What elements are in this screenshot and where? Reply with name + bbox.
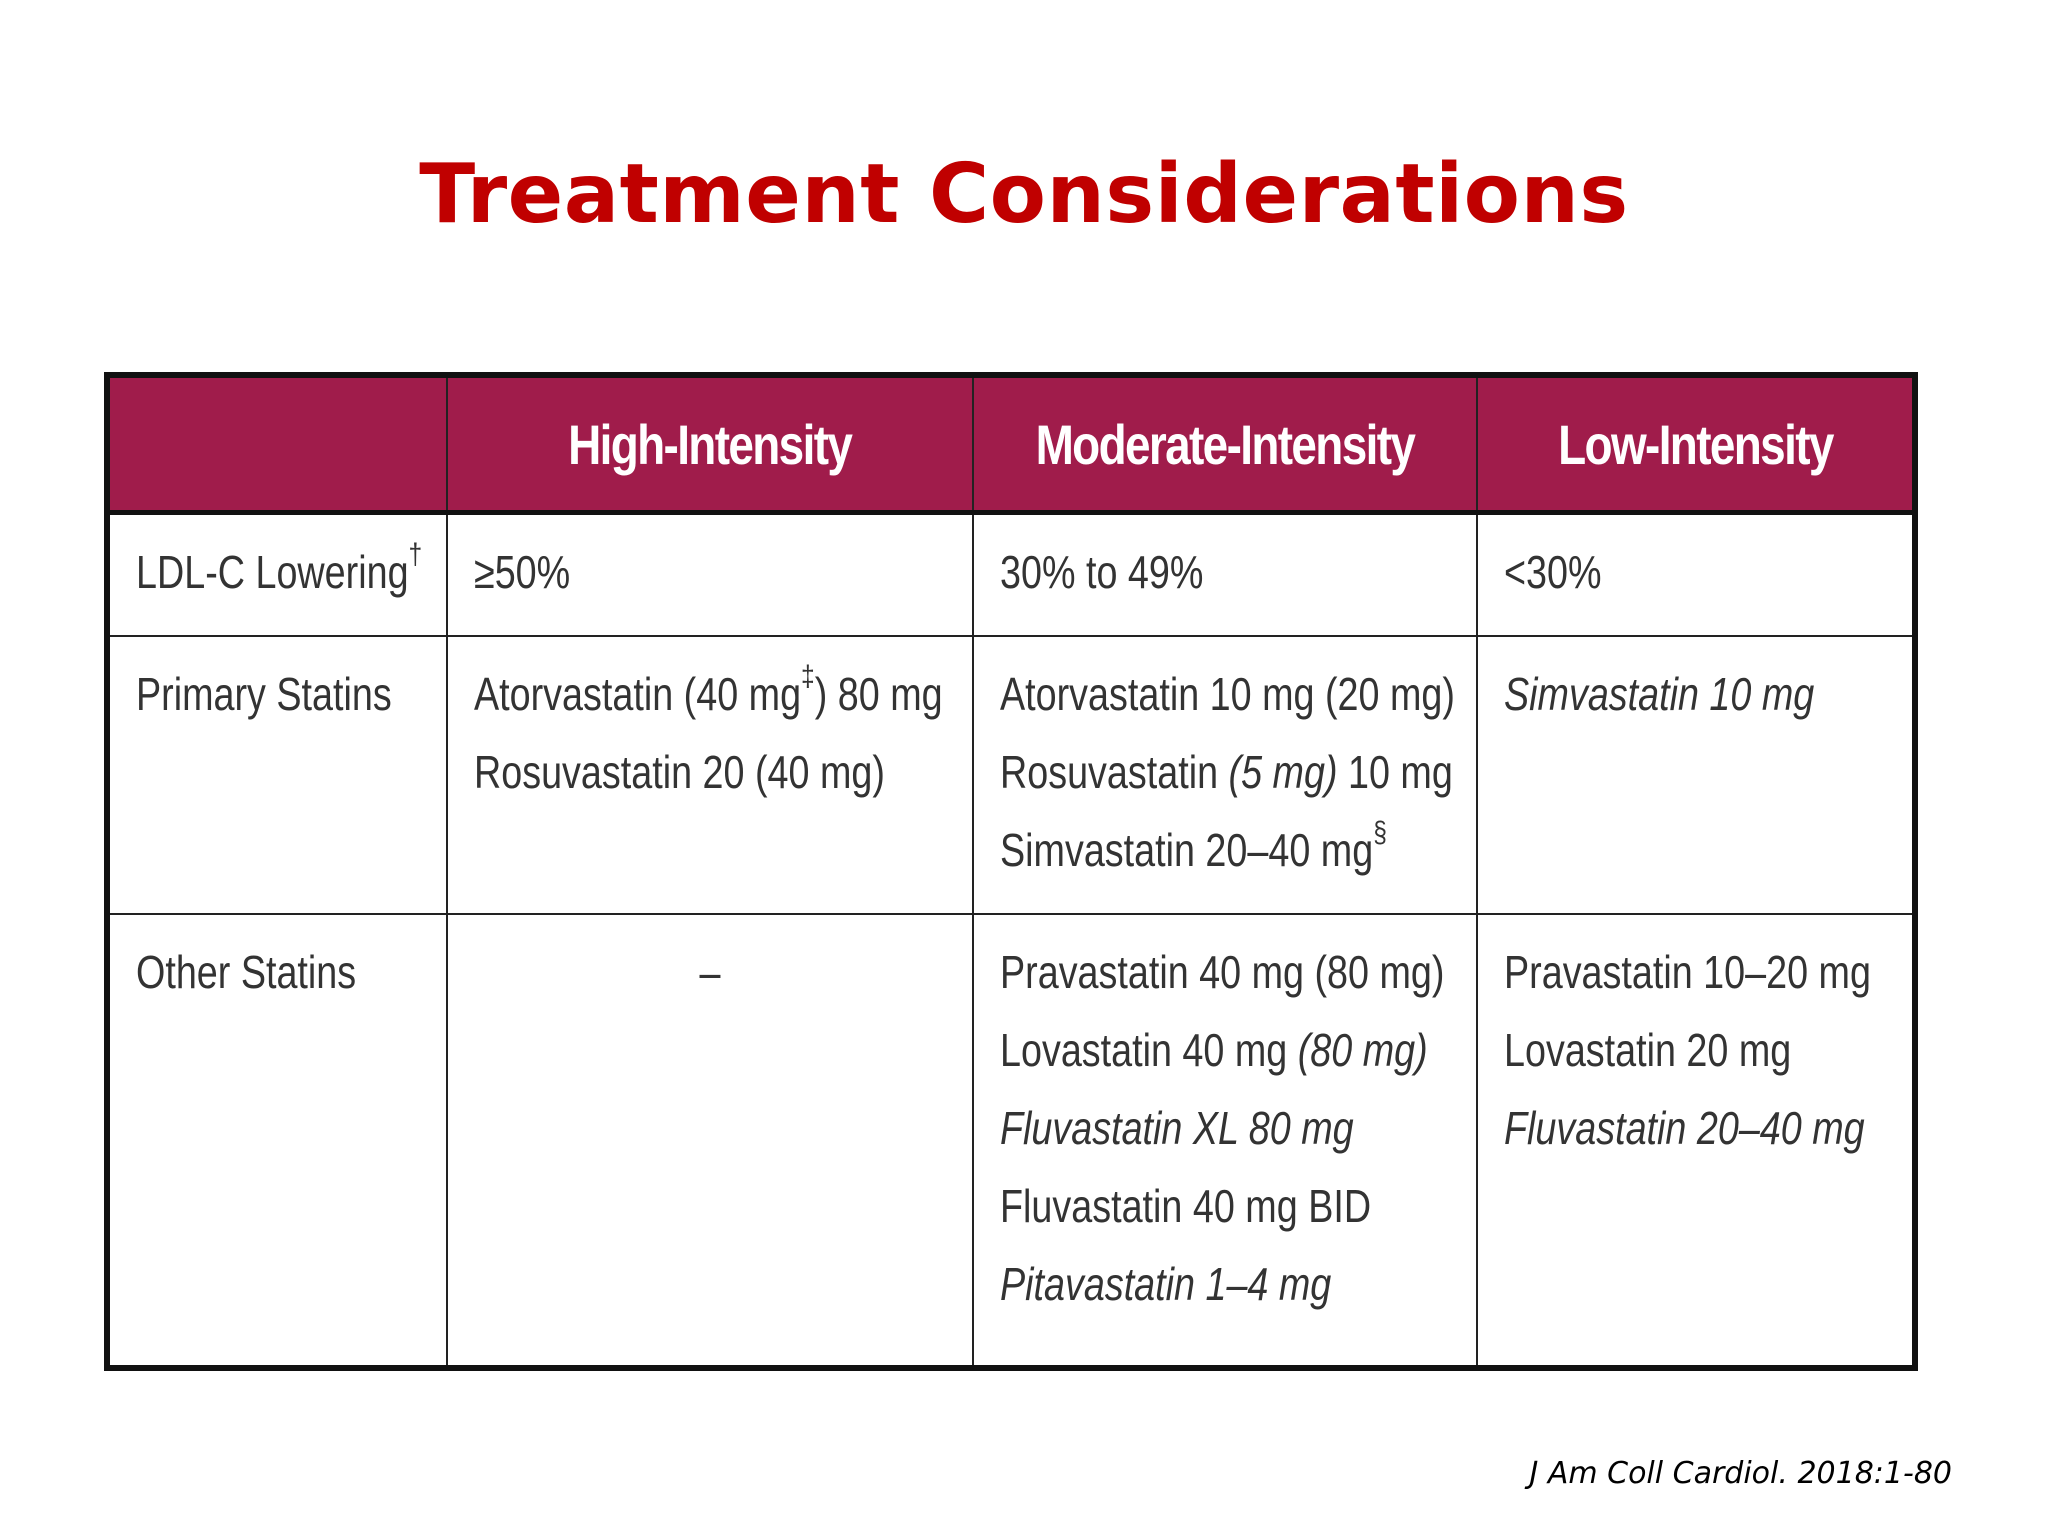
statin-intensity-table: High-Intensity Moderate-Intensity Low-In…: [104, 372, 1918, 1371]
cell-line: 30% to 49%: [1000, 546, 1204, 598]
table-cell: –: [446, 913, 974, 1369]
table-cell: <30%: [1476, 511, 1916, 637]
cell-line: <30%: [1504, 546, 1602, 598]
cell-line: Rosuvastatin (5 mg) 10 mg: [1000, 746, 1453, 798]
table-cell: 30% to 49%: [972, 511, 1478, 637]
row-label: LDL-C Lowering: [136, 546, 409, 598]
cell-line: Simvastatin 10 mg: [1504, 668, 1815, 720]
footnote-mark: †: [408, 538, 423, 571]
table-cell: Atorvastatin (40 mg‡) 80 mg Rosuvastatin…: [446, 635, 974, 915]
cell-line: Pitavastatin 1–4 mg: [1000, 1258, 1332, 1310]
footnote-mark: ‡: [801, 660, 815, 693]
cell-line: Pravastatin 40 mg (80 mg): [1000, 946, 1445, 998]
header-empty-cell: [106, 374, 448, 515]
slide-title: Treatment Considerations: [419, 147, 1629, 242]
cell-line: –: [699, 946, 721, 998]
table-header-row: High-Intensity Moderate-Intensity Low-In…: [106, 374, 1916, 515]
cell-line: Simvastatin 20–40 mg§: [1000, 816, 1387, 877]
row-label-cell: LDL-C Lowering†: [106, 511, 448, 637]
header-moderate-intensity: Moderate-Intensity: [972, 374, 1478, 515]
cell-line: Lovastatin 40 mg (80 mg): [1000, 1024, 1428, 1076]
row-label-cell: Primary Statins: [106, 635, 448, 915]
row-label: Primary Statins: [136, 668, 392, 720]
table-row-ldl-lowering: LDL-C Lowering† ≥50% 30% to 49% <30%: [106, 511, 1916, 637]
cell-line: Fluvastatin 20–40 mg: [1504, 1102, 1865, 1154]
cell-line: Atorvastatin (40 mg‡) 80 mg: [474, 660, 943, 721]
table-row-other-statins: Other Statins – Pravastatin 40 mg (80 mg…: [106, 913, 1916, 1369]
cell-line: Fluvastatin XL 80 mg: [1000, 1102, 1354, 1154]
cell-line: Fluvastatin 40 mg BID: [1000, 1180, 1372, 1232]
citation: J Am Coll Cardiol. 2018:1-80: [1529, 1456, 1952, 1491]
footnote-mark: §: [1373, 816, 1387, 849]
header-high-intensity: High-Intensity: [446, 374, 974, 515]
table-cell: Pravastatin 40 mg (80 mg) Lovastatin 40 …: [972, 913, 1478, 1369]
cell-line: ≥50%: [474, 546, 571, 598]
table-cell: Simvastatin 10 mg: [1476, 635, 1916, 915]
row-label: Other Statins: [136, 946, 357, 998]
cell-line: Lovastatin 20 mg: [1504, 1024, 1792, 1076]
table-row-primary-statins: Primary Statins Atorvastatin (40 mg‡) 80…: [106, 635, 1916, 915]
row-label-cell: Other Statins: [106, 913, 448, 1369]
table-cell: ≥50%: [446, 511, 974, 637]
table-cell: Pravastatin 10–20 mg Lovastatin 20 mg Fl…: [1476, 913, 1916, 1369]
cell-line: Atorvastatin 10 mg (20 mg): [1000, 668, 1455, 720]
header-low-intensity: Low-Intensity: [1476, 374, 1916, 515]
cell-line: Pravastatin 10–20 mg: [1504, 946, 1871, 998]
cell-line: Rosuvastatin 20 (40 mg): [474, 746, 885, 798]
table-cell: Atorvastatin 10 mg (20 mg) Rosuvastatin …: [972, 635, 1478, 915]
